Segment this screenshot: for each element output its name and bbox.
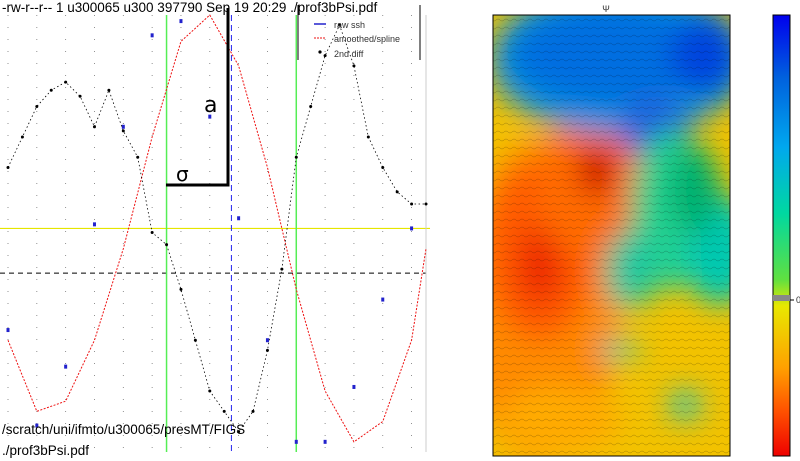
diff-point — [410, 202, 414, 206]
diff-point — [121, 129, 125, 133]
diff-point — [381, 165, 385, 169]
diff-point — [20, 135, 24, 139]
diff-point — [237, 430, 241, 434]
diff-point — [49, 88, 53, 92]
profile-plot: a σ raw ssh amoothed/spline 2nd diff — [0, 5, 430, 452]
legend-2nd-diff: 2nd diff — [334, 49, 364, 59]
diff-point — [107, 88, 111, 92]
raw-point — [352, 384, 356, 389]
diff-point — [193, 338, 197, 342]
diff-point — [165, 243, 169, 247]
diff-point — [366, 135, 370, 139]
raw-point — [237, 216, 241, 221]
raw-point — [410, 226, 414, 231]
raw-point — [121, 124, 125, 129]
diff-point — [338, 23, 342, 27]
raw-point — [265, 338, 269, 343]
psi-contour-map: Ψ 0 — [492, 4, 800, 457]
diff-point — [64, 80, 68, 84]
diff-point — [323, 54, 327, 58]
footer-path-line1: /scratch/uni/ifmto/u300065/presMT/FIGS — [2, 422, 246, 437]
width-label: σ — [176, 162, 189, 186]
diff-point — [395, 190, 399, 194]
map-title: Ψ — [602, 4, 610, 14]
colorbar — [772, 14, 791, 457]
diff-point — [208, 389, 212, 393]
legend: raw ssh amoothed/spline 2nd diff — [297, 5, 421, 60]
diff-point — [352, 64, 356, 68]
raw-point — [64, 364, 68, 369]
diff-point — [35, 104, 39, 108]
diff-line — [7, 24, 426, 433]
diff-point — [78, 94, 82, 98]
legend-smoothed: amoothed/spline — [334, 34, 400, 44]
diff-point — [179, 287, 183, 291]
raw-point — [179, 19, 183, 24]
diff-point — [265, 348, 269, 352]
diff-point — [222, 409, 226, 413]
raw-point — [35, 423, 39, 428]
legend-raw-ssh: raw ssh — [334, 20, 365, 30]
amplitude-label: a — [204, 93, 217, 118]
diff-point — [424, 202, 428, 206]
file-header: -rw-r--r-- 1 u300065 u300 397790 Sep 19 … — [2, 0, 378, 15]
diff-point — [136, 155, 140, 159]
amplitude-bracket — [166, 8, 230, 187]
spline-line — [7, 14, 427, 443]
raw-point — [294, 439, 298, 444]
diff-point — [92, 125, 96, 129]
raw-point — [150, 33, 154, 38]
raw-point — [381, 297, 385, 302]
raw-point — [323, 439, 327, 444]
footer-path-line2: ./prof3bPsi.pdf — [2, 443, 90, 458]
diff-point — [294, 155, 298, 159]
diff-point — [6, 165, 10, 169]
diff-point — [251, 409, 255, 413]
diff-point — [280, 267, 284, 271]
raw-point — [208, 114, 212, 119]
diff-point — [309, 104, 313, 108]
diff-point — [150, 230, 154, 234]
raw-point — [6, 328, 10, 333]
colorbar-zero-label: 0 — [796, 295, 800, 305]
raw-point — [92, 222, 96, 227]
